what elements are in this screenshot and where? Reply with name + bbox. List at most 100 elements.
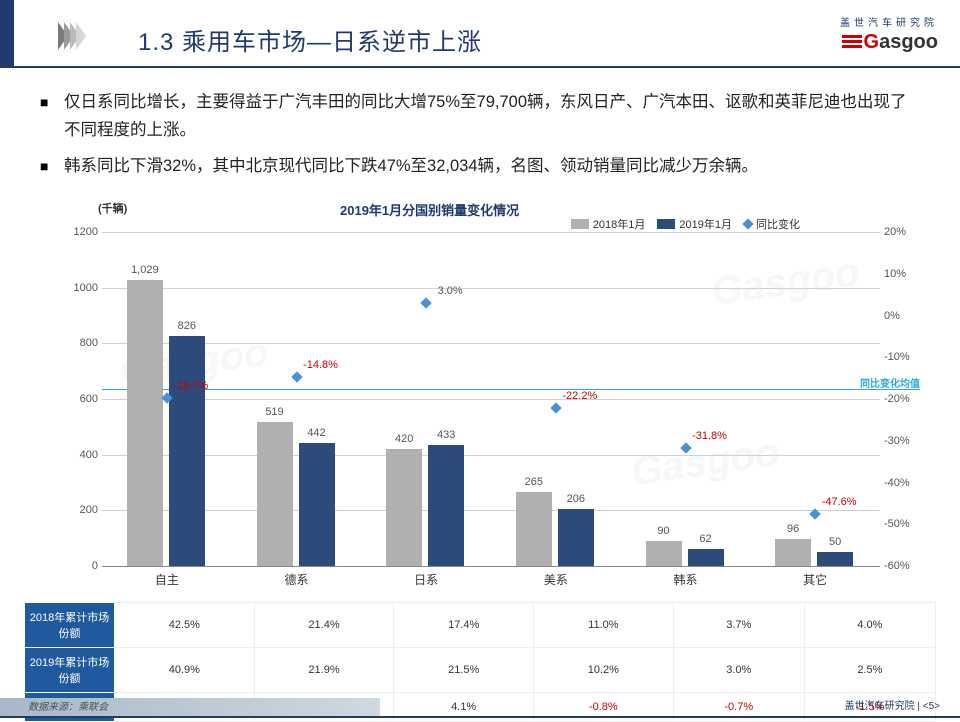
bar-value: 519	[250, 406, 300, 418]
y-tick: 200	[64, 504, 98, 516]
x-label: 德系	[232, 571, 362, 588]
yoy-label: -19.7%	[173, 380, 208, 392]
row-header: 2019年累计市场份额	[25, 648, 115, 693]
cell: 21.5%	[394, 648, 534, 693]
gridline	[102, 399, 880, 400]
y-tick: 600	[64, 393, 98, 405]
chart: Gasgoo Gasgoo Gasgoo (千辆) 2019年1月分国别销量变化…	[40, 200, 920, 596]
footer-line	[0, 716, 960, 718]
bar-value: 206	[551, 493, 601, 505]
bar-value: 50	[810, 536, 860, 548]
bullet-item: 韩系同比下滑32%，其中北京现代同比下跌47%至32,034辆，名图、领动销量同…	[40, 152, 920, 180]
y-tick: 1200	[64, 226, 98, 238]
page-title: 1.3 乘用车市场—日系逆市上涨	[138, 22, 482, 57]
y2-tick: -20%	[884, 393, 920, 405]
x-label: 美系	[491, 571, 621, 588]
bar-value: 62	[681, 533, 731, 545]
cell: 40.9%	[115, 648, 255, 693]
x-label: 韩系	[621, 571, 751, 588]
yoy-marker	[420, 297, 431, 308]
bar-2019	[688, 549, 724, 566]
legend-2018: 2018年1月	[571, 216, 646, 232]
bar-value: 433	[421, 429, 471, 441]
yoy-label: -47.6%	[822, 496, 857, 508]
gridline	[102, 343, 880, 344]
yoy-label: -31.8%	[692, 430, 727, 442]
avg-line	[102, 389, 920, 391]
bar-value: 826	[162, 320, 212, 332]
y-axis-unit: (千辆)	[98, 200, 127, 216]
legend-yoy: 同比变化	[744, 216, 800, 232]
yoy-marker	[550, 403, 561, 414]
bar-value: 1,029	[120, 264, 170, 276]
bar-2018	[257, 422, 293, 566]
yoy-label: -22.2%	[562, 390, 597, 402]
y2-tick: -50%	[884, 518, 920, 530]
bar-2019	[299, 443, 335, 566]
yoy-marker	[291, 372, 302, 383]
header: 1.3 乘用车市场—日系逆市上涨 盖世汽车研究院 Gasgoo	[0, 0, 960, 68]
y2-tick: 10%	[884, 268, 920, 280]
y2-tick: 20%	[884, 226, 920, 238]
cell: 42.5%	[115, 603, 255, 648]
y2-tick: -60%	[884, 560, 920, 572]
table-row: 2019年累计市场份额40.9%21.9%21.5%10.2%3.0%2.5%	[25, 648, 936, 693]
y-tick: 800	[64, 337, 98, 349]
cell: 17.4%	[394, 603, 534, 648]
plot-area: 020040060080010001200-60%-50%-40%-30%-20…	[102, 232, 880, 566]
table-row: 2018年累计市场份额42.5%21.4%17.4%11.0%3.7%4.0%	[25, 603, 936, 648]
bar-2019	[428, 445, 464, 566]
cell: 21.9%	[254, 648, 394, 693]
bar-2018	[775, 539, 811, 566]
bullet-item: 仅日系同比增长，主要得益于广汽丰田的同比大增75%至79,700辆，东风日产、广…	[40, 88, 920, 144]
bar-2018	[386, 449, 422, 566]
bar-2019	[558, 509, 594, 566]
gridline	[102, 510, 880, 511]
y2-tick: -30%	[884, 435, 920, 447]
avg-label: 同比变化均值	[860, 375, 920, 390]
yoy-marker	[680, 443, 691, 454]
bar-value: 96	[768, 523, 818, 535]
bar-2018	[646, 541, 682, 566]
legend: 2018年1月 2019年1月 同比变化	[571, 216, 800, 232]
y-tick: 1000	[64, 282, 98, 294]
yoy-label: -14.8%	[303, 359, 338, 371]
footer: 数据来源：乘联会 盖世汽车研究院 | <5>	[0, 694, 960, 720]
gridline	[102, 455, 880, 456]
y-tick: 0	[64, 560, 98, 572]
y2-tick: -10%	[884, 351, 920, 363]
cell: 4.0%	[804, 603, 935, 648]
x-label: 其它	[750, 571, 880, 588]
x-label: 自主	[102, 571, 232, 588]
row-header: 2018年累计市场份额	[25, 603, 115, 648]
yoy-label: 3.0%	[438, 285, 463, 297]
gridline	[102, 288, 880, 289]
legend-2019: 2019年1月	[657, 216, 732, 232]
x-label: 日系	[361, 571, 491, 588]
cell: 2.5%	[804, 648, 935, 693]
chevron-icon	[58, 22, 82, 50]
chart-title: 2019年1月分国别销量变化情况	[340, 200, 519, 219]
logo: 盖世汽车研究院 Gasgoo	[840, 14, 938, 54]
bar-2019	[817, 552, 853, 566]
bar-2018	[516, 492, 552, 566]
bullet-list: 仅日系同比增长，主要得益于广汽丰田的同比大增75%至79,700辆，东风日产、广…	[0, 68, 960, 196]
bar-value: 442	[292, 427, 342, 439]
cell: 11.0%	[534, 603, 674, 648]
bar-2019	[169, 336, 205, 566]
gridline	[102, 232, 880, 233]
y-tick: 400	[64, 449, 98, 461]
logo-subtitle: 盖世汽车研究院	[840, 14, 938, 29]
bar-2018	[127, 280, 163, 566]
y2-tick: 0%	[884, 310, 920, 322]
cell: 21.4%	[254, 603, 394, 648]
x-axis	[102, 566, 880, 567]
y2-tick: -40%	[884, 477, 920, 489]
data-source: 数据来源：乘联会	[28, 698, 108, 713]
cell: 3.0%	[673, 648, 804, 693]
logo-main: Gasgoo	[840, 31, 938, 54]
cell: 3.7%	[673, 603, 804, 648]
page-number: 盖世汽车研究院 | <5>	[845, 697, 940, 712]
cell: 10.2%	[534, 648, 674, 693]
bar-value: 265	[509, 476, 559, 488]
